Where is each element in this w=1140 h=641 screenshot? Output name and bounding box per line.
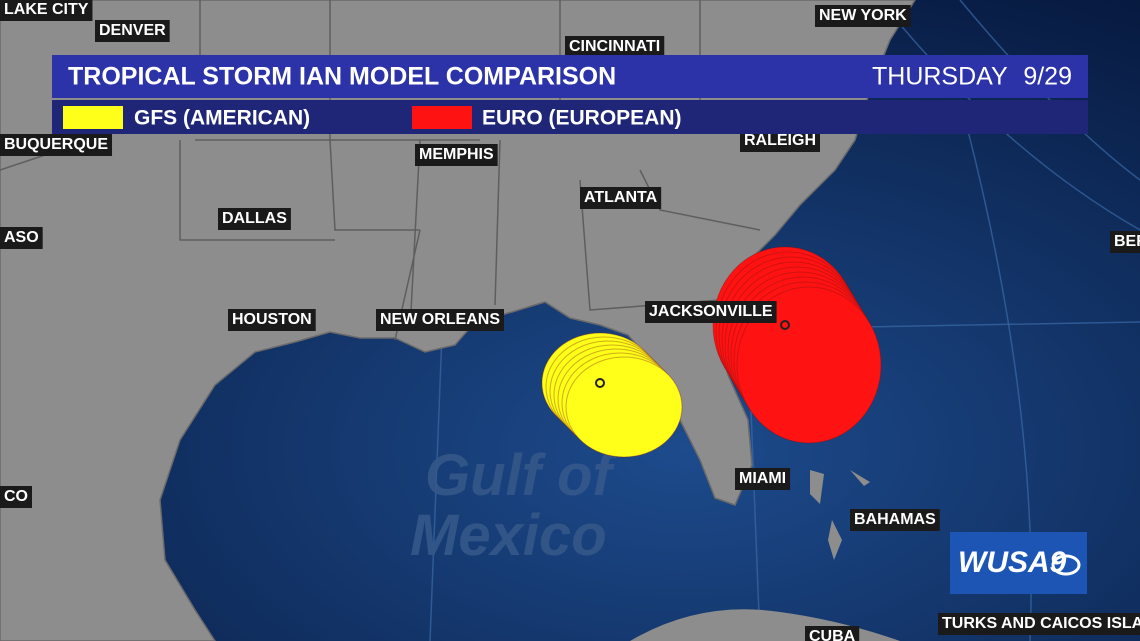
label-box <box>218 208 291 230</box>
storms <box>541 246 882 458</box>
logo: WUSA9 <box>950 532 1087 594</box>
place-label: RALEIGH <box>744 132 816 149</box>
logo-eye <box>1051 554 1081 576</box>
logo-text: WUSA9 <box>958 546 1067 579</box>
label-box <box>0 0 93 21</box>
place-label: BUQUERQUE <box>4 136 108 153</box>
legend-swatch <box>412 106 472 129</box>
storm-contour <box>736 286 882 444</box>
label-box <box>815 5 911 27</box>
storm-contour <box>595 378 605 388</box>
place-label: DENVER <box>99 22 166 39</box>
day: THURSDAY <box>872 63 1008 91</box>
place-label: MIAMI <box>739 470 786 487</box>
logo-box <box>950 532 1087 594</box>
header: TROPICAL STORM IAN MODEL COMPARISON THUR… <box>52 55 1088 134</box>
title: TROPICAL STORM IAN MODEL COMPARISON <box>68 63 616 91</box>
place-label: MEMPHIS <box>419 146 494 163</box>
label-box <box>376 309 504 331</box>
label-box <box>740 130 820 152</box>
title-bar <box>52 55 1088 98</box>
label-box <box>1110 231 1140 253</box>
legend-bar <box>52 100 1088 134</box>
legend-label: EURO (EUROPEAN) <box>482 107 682 130</box>
date: 9/29 <box>1023 63 1072 91</box>
place-label: NEW ORLEANS <box>380 311 500 328</box>
label-box <box>228 309 316 331</box>
label-box <box>580 187 662 209</box>
label-box <box>938 613 1140 635</box>
place-label: JACKSONVILLE <box>649 303 773 320</box>
label-box <box>735 468 791 490</box>
place-label: HOUSTON <box>232 311 312 328</box>
place-label: TURKS AND CAICOS ISLA <box>942 615 1140 632</box>
label-box <box>645 301 777 323</box>
legend-swatch <box>63 106 123 129</box>
water-label: Mexico <box>410 503 607 568</box>
bahamas <box>810 470 870 560</box>
place-label: CUBA <box>809 628 856 641</box>
place-label: BER <box>1114 233 1140 250</box>
place-label: BAHAMAS <box>854 511 936 528</box>
legend-label: GFS (AMERICAN) <box>134 107 310 130</box>
place-label: CINCINNATI <box>569 38 660 55</box>
storm-contour <box>780 320 790 330</box>
label-box <box>850 509 940 531</box>
label-box <box>415 144 498 166</box>
label-box <box>0 227 43 249</box>
place-label: ATLANTA <box>584 189 658 206</box>
water-label: Gulf of <box>425 443 618 508</box>
label-box <box>805 626 860 641</box>
place-label: DALLAS <box>222 210 287 227</box>
place-label: LAKE CITY <box>4 1 89 18</box>
place-label: ASO <box>4 229 39 246</box>
label-box <box>565 36 665 58</box>
place-label: NEW YORK <box>819 7 907 24</box>
label-box <box>0 134 113 156</box>
storm-contour <box>565 356 683 458</box>
gulf-label: Gulf of Mexico <box>410 443 618 568</box>
label-box <box>95 20 170 42</box>
place-label: CO <box>4 488 28 505</box>
label-box <box>0 486 32 508</box>
